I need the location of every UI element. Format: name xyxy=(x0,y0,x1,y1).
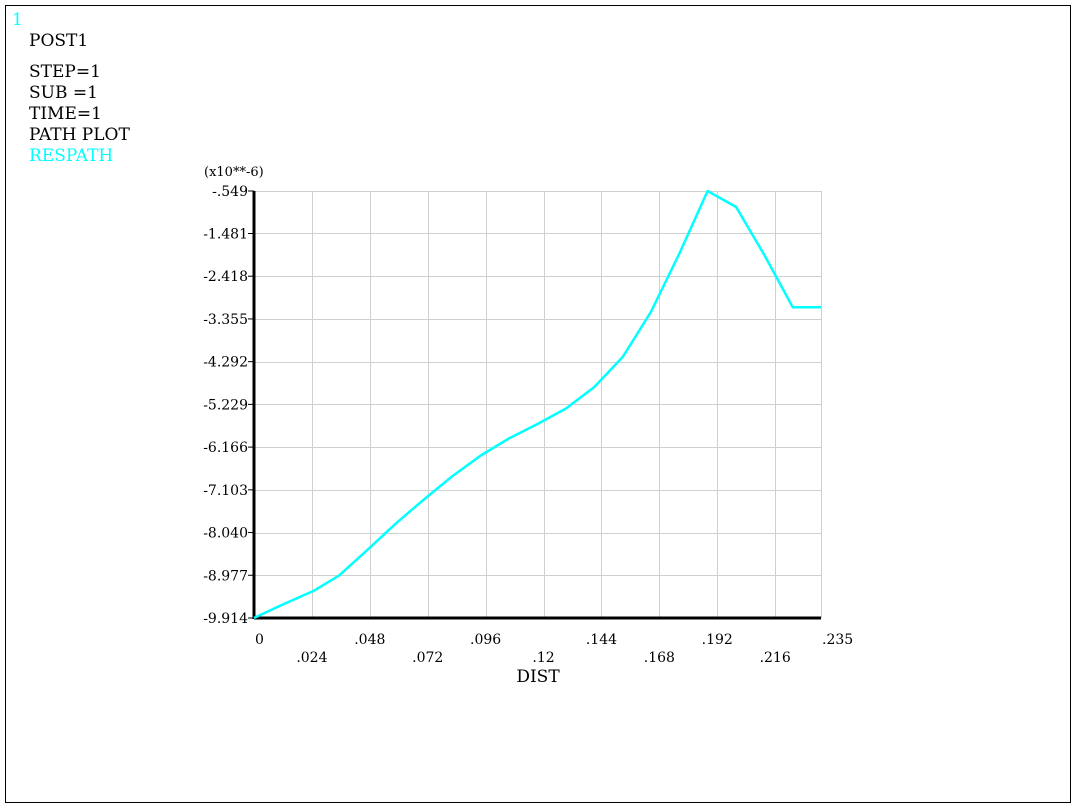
x-tick-label: .024 xyxy=(296,650,327,666)
y-tick-label: -6.166 xyxy=(203,440,248,456)
y-tick-label: -1.481 xyxy=(203,226,248,242)
x-tick-label: .144 xyxy=(586,632,617,648)
x-tick-label: .192 xyxy=(702,632,733,648)
y-tick-label: -4.292 xyxy=(203,355,248,371)
x-tick-label: .096 xyxy=(470,632,501,648)
x-tick-label: .072 xyxy=(412,650,443,666)
time-label: TIME=1 xyxy=(29,104,102,124)
y-tick-label: -.549 xyxy=(212,184,248,200)
y-tick-label: -8.977 xyxy=(203,568,248,584)
x-axis-title: DIST xyxy=(516,667,560,687)
y-tick-label: -7.103 xyxy=(203,483,248,499)
x-tick-label: .235 xyxy=(822,632,853,648)
y-multiplier-label: (x10**-6) xyxy=(204,165,264,180)
x-tick-label: .168 xyxy=(644,650,675,666)
series-line-respath xyxy=(253,189,821,620)
x-tick-label: 0 xyxy=(255,632,264,648)
y-tick-label: -3.355 xyxy=(203,312,248,328)
substep-label: SUB =1 xyxy=(29,83,98,103)
y-tick-label: -9.914 xyxy=(203,611,248,627)
x-tick-label: .216 xyxy=(760,650,791,666)
grid-lines xyxy=(254,191,822,618)
y-tick-label: -2.418 xyxy=(203,269,248,285)
window-number: 1 xyxy=(12,10,23,30)
y-tick-label: -8.040 xyxy=(203,526,248,542)
tick-labels: -.549 -1.481 -2.418 -3.355 -4.292 -5.229 -6.16… xyxy=(203,184,853,666)
x-tick-label: .048 xyxy=(354,632,385,648)
program-label: POST1 xyxy=(29,31,89,51)
x-tick-label: .12 xyxy=(532,650,554,666)
step-label: STEP=1 xyxy=(29,62,101,82)
series-label: RESPATH xyxy=(29,146,114,166)
plot-type-label: PATH PLOT xyxy=(29,125,130,145)
axes xyxy=(248,190,821,620)
y-tick-label: -5.229 xyxy=(203,397,248,413)
series-layer xyxy=(253,189,821,620)
